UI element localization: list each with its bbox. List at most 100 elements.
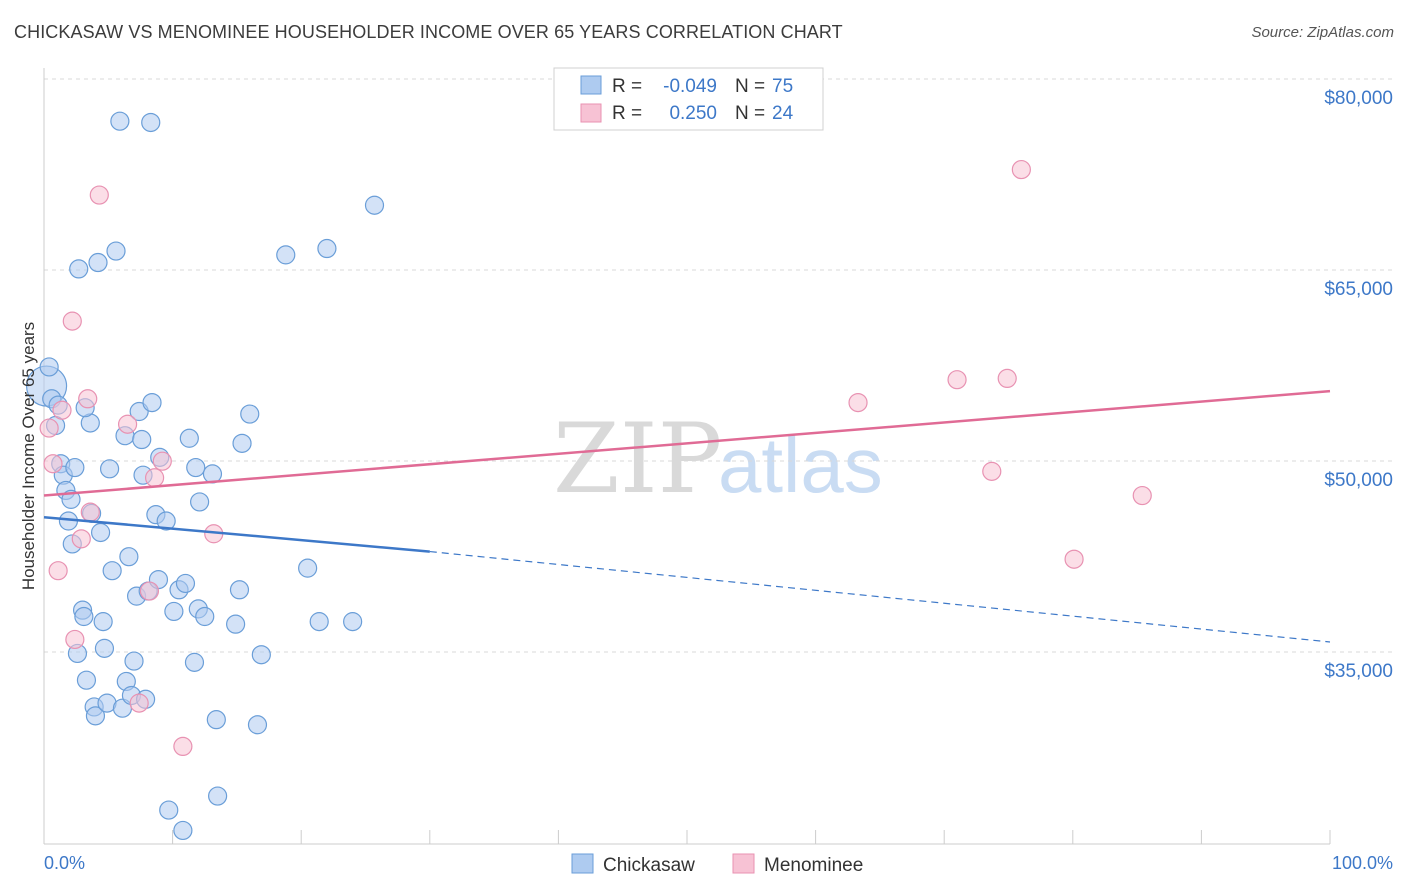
chickasaw-point	[74, 606, 94, 627]
chickasaw-point	[179, 428, 199, 448]
menominee-point	[71, 529, 91, 549]
chickasaw-point	[251, 645, 271, 665]
chickasaw-point	[364, 195, 385, 215]
legend-n-label-1: N =	[735, 103, 765, 124]
chickasaw-point	[184, 652, 205, 672]
chickasaw-point	[208, 786, 228, 806]
chickasaw-point	[232, 433, 252, 453]
chickasaw-point	[85, 706, 106, 726]
chickasaw-point	[173, 820, 193, 841]
menominee-point	[848, 393, 868, 413]
x-tick-label-max: 100.0%	[1332, 853, 1393, 873]
menominee-point	[152, 451, 172, 471]
menominee-point	[65, 629, 85, 650]
chickasaw-trend-line	[43, 515, 430, 553]
chickasaw-point	[39, 357, 59, 377]
chickasaw-point	[65, 457, 85, 478]
trend-lines	[43, 389, 1331, 643]
chickasaw-point	[206, 710, 226, 730]
watermark-zip: ZIP	[553, 403, 722, 515]
chickasaw-point	[141, 112, 161, 133]
watermark-atlas: atlas	[718, 421, 883, 509]
source-label: Source: ZipAtlas.com	[1251, 24, 1394, 41]
chickasaw-point	[102, 561, 122, 581]
chickasaw-point	[156, 511, 176, 531]
menominee-point	[1132, 485, 1152, 506]
y-tick-label: $50,000	[1324, 470, 1393, 491]
chickasaw-point	[240, 404, 260, 424]
menominee-point	[982, 461, 1002, 481]
legend-n-value-1: 24	[772, 103, 794, 124]
chickasaw-point	[90, 522, 111, 543]
menominee-point	[89, 185, 109, 205]
chickasaw-point	[309, 612, 329, 632]
chickasaw-point	[142, 393, 162, 413]
menominee-point	[80, 502, 100, 522]
chickasaw-point	[164, 601, 184, 622]
series-legend: Chickasaw Menominee	[571, 853, 863, 876]
bottom-legend-menominee: Menominee	[764, 855, 863, 876]
menominee-point	[43, 454, 63, 474]
chickasaw-point	[106, 241, 126, 261]
chickasaw-point	[175, 573, 196, 594]
gridlines	[44, 78, 1393, 653]
chickasaw-point	[343, 612, 363, 632]
chickasaw-point	[159, 800, 179, 820]
bottom-legend-swatch-chickasaw	[571, 853, 594, 874]
chickasaw-trend-extension	[429, 550, 1331, 643]
menominee-point	[173, 736, 193, 757]
menominee-point	[139, 581, 160, 601]
chickasaw-point	[93, 612, 113, 632]
chickasaw-point	[190, 492, 210, 512]
bottom-legend-swatch-menominee	[732, 853, 755, 874]
x-axis-ticks	[43, 830, 1331, 844]
chickasaw-point	[186, 457, 206, 478]
correlation-legend: R = -0.049 N = 75 R = 0.250 N = 24	[553, 67, 824, 131]
x-tick-label-min: 0.0%	[44, 853, 85, 873]
chickasaw-point	[99, 459, 120, 479]
menominee-trend-line	[43, 389, 1331, 497]
data-points	[25, 111, 1152, 841]
menominee-point	[39, 418, 59, 438]
menominee-point	[48, 561, 68, 581]
chickasaw-point	[76, 670, 97, 690]
legend-r-value-1: 0.250	[669, 103, 717, 124]
chickasaw-point	[132, 429, 152, 450]
chickasaw-point	[229, 580, 250, 600]
menominee-point	[52, 400, 72, 420]
y-tick-label: $65,000	[1324, 279, 1393, 300]
y-axis-label: Householder Income Over 65 years	[19, 322, 38, 590]
menominee-point	[117, 414, 138, 434]
chickasaw-point	[110, 111, 130, 131]
chickasaw-point	[88, 252, 108, 273]
chickasaw-point	[226, 614, 246, 634]
legend-n-label-0: N =	[735, 76, 765, 97]
menominee-point	[1064, 549, 1084, 569]
chickasaw-point	[124, 651, 144, 671]
menominee-point	[144, 468, 165, 488]
chart-title: CHICKASAW VS MENOMINEE HOUSEHOLDER INCOM…	[14, 22, 843, 42]
y-tick-label: $80,000	[1324, 88, 1393, 109]
menominee-point	[997, 368, 1017, 389]
menominee-point	[129, 693, 149, 713]
menominee-point	[947, 370, 967, 390]
menominee-point	[78, 389, 98, 409]
bottom-legend-chickasaw: Chickasaw	[603, 855, 695, 876]
legend-r-value-0: -0.049	[663, 76, 717, 97]
chickasaw-point	[247, 715, 268, 735]
legend-swatch-chickasaw	[580, 75, 602, 95]
y-tick-labels: $35,000 $50,000 $65,000 $80,000	[1324, 88, 1393, 682]
menominee-point	[62, 311, 82, 331]
chickasaw-point	[69, 259, 89, 279]
chickasaw-point	[276, 245, 296, 265]
legend-swatch-menominee	[580, 103, 602, 123]
legend-r-label-1: R =	[612, 103, 642, 124]
chickasaw-point	[119, 547, 139, 567]
y-tick-label: $35,000	[1324, 661, 1393, 682]
legend-n-value-0: 75	[772, 76, 793, 97]
chickasaw-point	[195, 606, 215, 627]
chickasaw-point	[298, 558, 318, 578]
menominee-point	[1011, 159, 1031, 180]
chickasaw-point	[317, 238, 337, 259]
